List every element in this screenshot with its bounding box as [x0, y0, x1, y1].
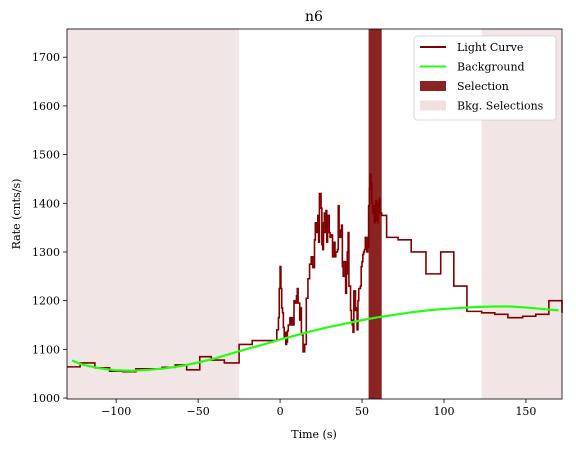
legend-label-1: Background — [457, 61, 525, 74]
background-line — [71, 305, 559, 372]
y-axis-label: Rate (cnts/s) — [10, 179, 23, 250]
x-tick-label: 150 — [515, 405, 536, 418]
legend-box — [413, 35, 557, 121]
bkg-selection-0 — [67, 29, 240, 399]
x-tick-label: 100 — [433, 405, 454, 418]
y-tick-label: 1200 — [32, 295, 60, 308]
x-tick-label: 0 — [277, 405, 284, 418]
legend: Light Curve Background Selection Bkg. Selec… — [413, 35, 557, 121]
y-tick-label: 1100 — [32, 343, 60, 356]
plot-frame — [66, 28, 563, 400]
y-tick-label: 1000 — [32, 392, 60, 405]
selection-layer — [368, 29, 382, 399]
legend-label-2: Selection — [457, 80, 509, 93]
selection-region — [368, 29, 382, 399]
legend-swatch-2 — [420, 81, 446, 91]
light-curve-layer — [67, 173, 563, 373]
y-ticks: 1000 1100 1200 1300 1400 1500 1600 1700 — [32, 51, 67, 405]
x-ticks: −100 −50 0 50 100 150 — [101, 399, 536, 418]
legend-label-3: Bkg. Selections — [457, 100, 544, 113]
y-tick-label: 1300 — [32, 246, 60, 259]
y-tick-label: 1600 — [32, 100, 60, 113]
legend-swatch-3 — [420, 100, 446, 111]
background-layer — [71, 305, 559, 372]
x-tick-label: −50 — [187, 405, 210, 418]
chart-title: n6 — [305, 9, 323, 25]
x-tick-label: −100 — [101, 405, 131, 418]
y-tick-label: 1400 — [32, 197, 60, 210]
legend-label-0: Light Curve — [457, 41, 523, 54]
light-curve-line — [67, 173, 563, 373]
x-tick-label: 50 — [355, 405, 369, 418]
y-tick-label: 1700 — [32, 51, 60, 64]
y-tick-label: 1500 — [32, 149, 60, 162]
x-axis-label: Time (s) — [291, 428, 337, 441]
